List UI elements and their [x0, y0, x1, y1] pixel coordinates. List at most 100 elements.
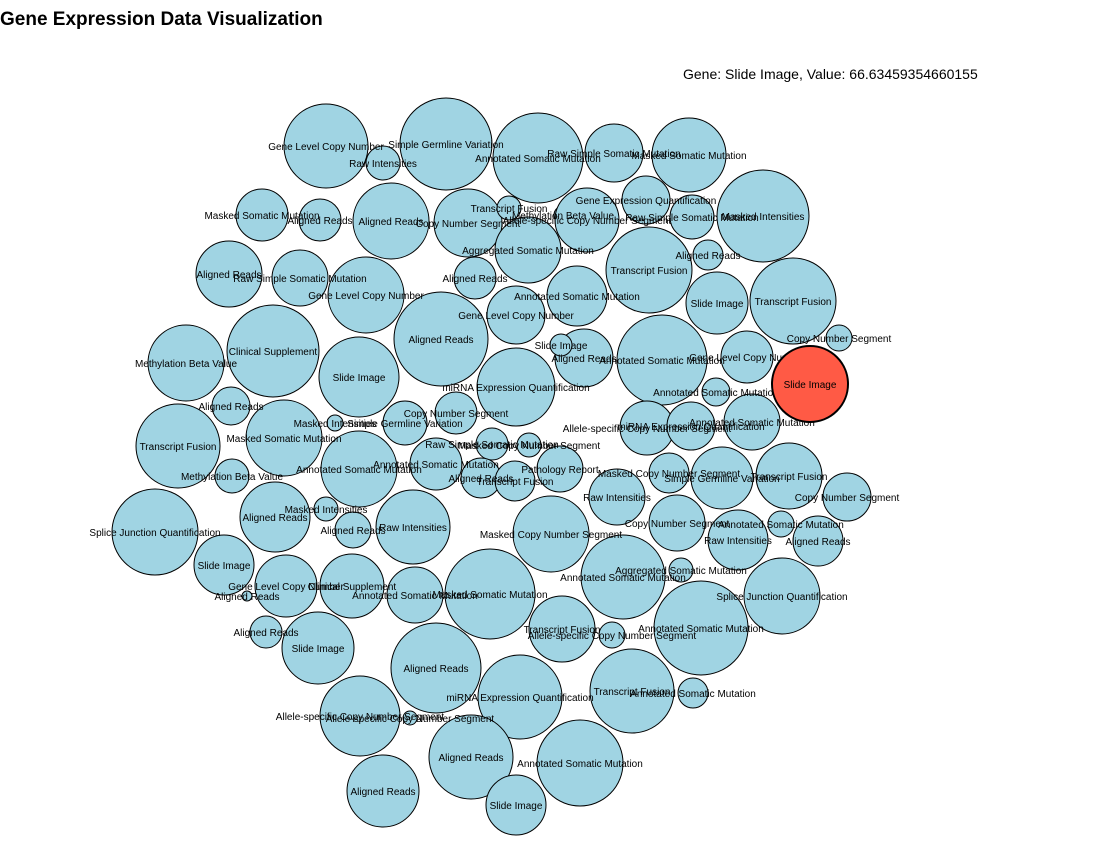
bubble-annotated-somatic-mutation[interactable] — [386, 566, 444, 624]
bubble-mirna-expression-quantification[interactable] — [477, 654, 563, 740]
bubble-gene-level-copy-number[interactable] — [486, 285, 546, 345]
bubble-annotated-somatic-mutation[interactable] — [677, 677, 709, 709]
bubble-annotated-somatic-mutation[interactable] — [409, 437, 463, 491]
bubble-aligned-reads[interactable] — [453, 256, 497, 300]
bubble-annotated-somatic-mutation[interactable] — [492, 112, 584, 204]
bubble-aligned-reads[interactable] — [393, 291, 489, 387]
bubble-gene-level-copy-number[interactable] — [720, 330, 774, 384]
bubble-aligned-reads[interactable] — [239, 481, 311, 553]
bubble-copy-number-segment[interactable] — [433, 188, 503, 258]
bubble-aggregated-somatic-mutation[interactable] — [494, 216, 562, 284]
bubble-splice-junction-quantification[interactable] — [743, 557, 821, 635]
bubble-label: Masked Intensities — [285, 505, 368, 516]
bubble-aligned-reads[interactable] — [428, 714, 514, 800]
bubble-annotated-somatic-mutation[interactable] — [580, 534, 666, 620]
bubble-aligned-reads[interactable] — [390, 622, 482, 714]
bubble-simple-germline-variation[interactable] — [399, 97, 493, 191]
bubble-gene-expression-quantification[interactable] — [621, 175, 671, 225]
bubble-slide-image[interactable] — [549, 333, 573, 357]
bubble-clinical-supplement[interactable] — [319, 553, 385, 619]
bubble-annotated-somatic-mutation[interactable] — [767, 510, 795, 538]
bubble-mirna-expression-quantification[interactable] — [666, 401, 716, 451]
bubble-simple-germline-variation[interactable] — [690, 446, 754, 510]
bubble-label: Masked Copy Number Segment — [458, 441, 601, 452]
bubble-slide-image[interactable] — [685, 271, 749, 335]
bubble-allele-specific-copy-number-segment[interactable] — [319, 675, 401, 757]
bubble-masked-somatic-mutation[interactable] — [235, 188, 289, 242]
bubble-label: Aligned Reads — [551, 354, 616, 365]
bubble-raw-intensities[interactable] — [707, 509, 769, 571]
bubble-masked-intensities[interactable] — [326, 414, 344, 432]
bubble-masked-copy-number-segment[interactable] — [512, 495, 590, 573]
bubble-transcript-fusion[interactable] — [589, 648, 675, 734]
bubble-transcript-fusion[interactable] — [605, 226, 693, 314]
bubble-label: Allele-specific Copy Number Segment — [503, 216, 672, 227]
bubble-aligned-reads[interactable] — [249, 615, 283, 649]
bubble-masked-intensities[interactable] — [716, 169, 810, 263]
bubble-raw-simple-somatic-mutation[interactable] — [271, 249, 329, 307]
bubble-label: Masked Somatic Mutation — [204, 211, 319, 222]
bubble-aligned-reads[interactable] — [334, 511, 372, 549]
bubble-allele-specific-copy-number-segment[interactable] — [554, 187, 620, 253]
bubble-annotated-somatic-mutation[interactable] — [320, 430, 398, 508]
bubble-clinical-supplement[interactable] — [226, 304, 320, 398]
bubble-label: Raw Simple Somatic Mutation — [547, 149, 680, 160]
bubble-annotated-somatic-mutation[interactable] — [723, 393, 781, 451]
bubble-slide-image[interactable] — [281, 611, 355, 685]
bubble-transcript-fusion[interactable] — [755, 442, 823, 510]
bubble-aligned-reads[interactable] — [241, 590, 253, 602]
bubble-gene-level-copy-number[interactable] — [283, 103, 369, 189]
bubble-aligned-reads[interactable] — [352, 182, 430, 260]
bubble-pathology-report[interactable] — [536, 445, 584, 493]
bubble-aligned-reads[interactable] — [298, 198, 342, 242]
bubble-transcript-fusion[interactable] — [749, 257, 837, 345]
bubble-label: Annotated Somatic Mutation — [599, 356, 725, 367]
bubble-gene-level-copy-number[interactable] — [327, 256, 405, 334]
bubble-raw-intensities[interactable] — [365, 145, 401, 181]
bubble-aligned-reads[interactable] — [792, 515, 844, 567]
bubble-copy-number-segment[interactable] — [648, 494, 706, 552]
bubble-masked-copy-number-segment[interactable] — [648, 452, 690, 494]
bubble-aligned-reads[interactable] — [211, 386, 251, 426]
bubble-label: Copy Number Segment — [416, 219, 521, 230]
bubble-masked-somatic-mutation[interactable] — [245, 399, 323, 477]
bubble-raw-intensities[interactable] — [588, 468, 646, 526]
bubble-slide-image[interactable] — [318, 336, 400, 418]
bubble-masked-somatic-mutation[interactable] — [651, 117, 727, 193]
bubble-masked-copy-number-segment[interactable] — [516, 432, 542, 458]
bubble-copy-number-segment[interactable] — [434, 391, 478, 435]
bubble-splice-junction-quantification[interactable] — [111, 488, 199, 576]
bubble-copy-number-segment[interactable] — [822, 472, 872, 522]
bubble-mirna-expression-quantification[interactable] — [476, 347, 556, 427]
bubble-raw-simple-somatic-mutation[interactable] — [584, 123, 644, 183]
bubble-aligned-reads[interactable] — [346, 754, 420, 828]
bubble-methylation-beta-value[interactable] — [147, 324, 225, 402]
bubble-allele-specific-copy-number-segment[interactable] — [598, 621, 626, 649]
bubble-slide-image[interactable] — [193, 534, 255, 596]
bubble-slide-image[interactable] — [485, 774, 547, 836]
bubble-transcript-fusion[interactable] — [528, 595, 596, 663]
bubble-annotated-somatic-mutation[interactable] — [701, 377, 731, 407]
bubble-masked-somatic-mutation[interactable] — [444, 548, 536, 640]
bubble-allele-specific-copy-number-segment[interactable] — [402, 710, 418, 726]
bubble-aligned-reads[interactable] — [692, 239, 724, 271]
bubble-annotated-somatic-mutation[interactable] — [536, 719, 624, 807]
bubble-label: Masked Copy Number Segment — [480, 530, 623, 541]
bubble-aligned-reads[interactable] — [195, 240, 263, 308]
bubble-raw-intensities[interactable] — [375, 489, 451, 565]
bubble-aggregated-somatic-mutation[interactable] — [668, 557, 694, 583]
bubble-transcript-fusion[interactable] — [496, 195, 522, 221]
bubble-annotated-somatic-mutation[interactable] — [546, 265, 608, 327]
bubble-raw-simple-somatic-mutation[interactable] — [669, 194, 715, 240]
bubble-masked-intensities[interactable] — [313, 496, 339, 522]
bubble-gene-level-copy-number[interactable] — [254, 554, 318, 618]
bubble-raw-simple-somatic-mutation[interactable] — [475, 427, 509, 461]
bubble-annotated-somatic-mutation[interactable] — [653, 580, 749, 676]
bubble-transcript-fusion[interactable] — [135, 403, 221, 489]
bubble-copy-number-segment[interactable] — [825, 324, 853, 352]
bubble-transcript-fusion[interactable] — [494, 460, 536, 502]
bubble-hovered-slide-image[interactable] — [771, 345, 849, 423]
bubble-methylation-beta-value[interactable] — [214, 458, 250, 494]
bubble-simple-germline-variation[interactable] — [382, 400, 428, 446]
